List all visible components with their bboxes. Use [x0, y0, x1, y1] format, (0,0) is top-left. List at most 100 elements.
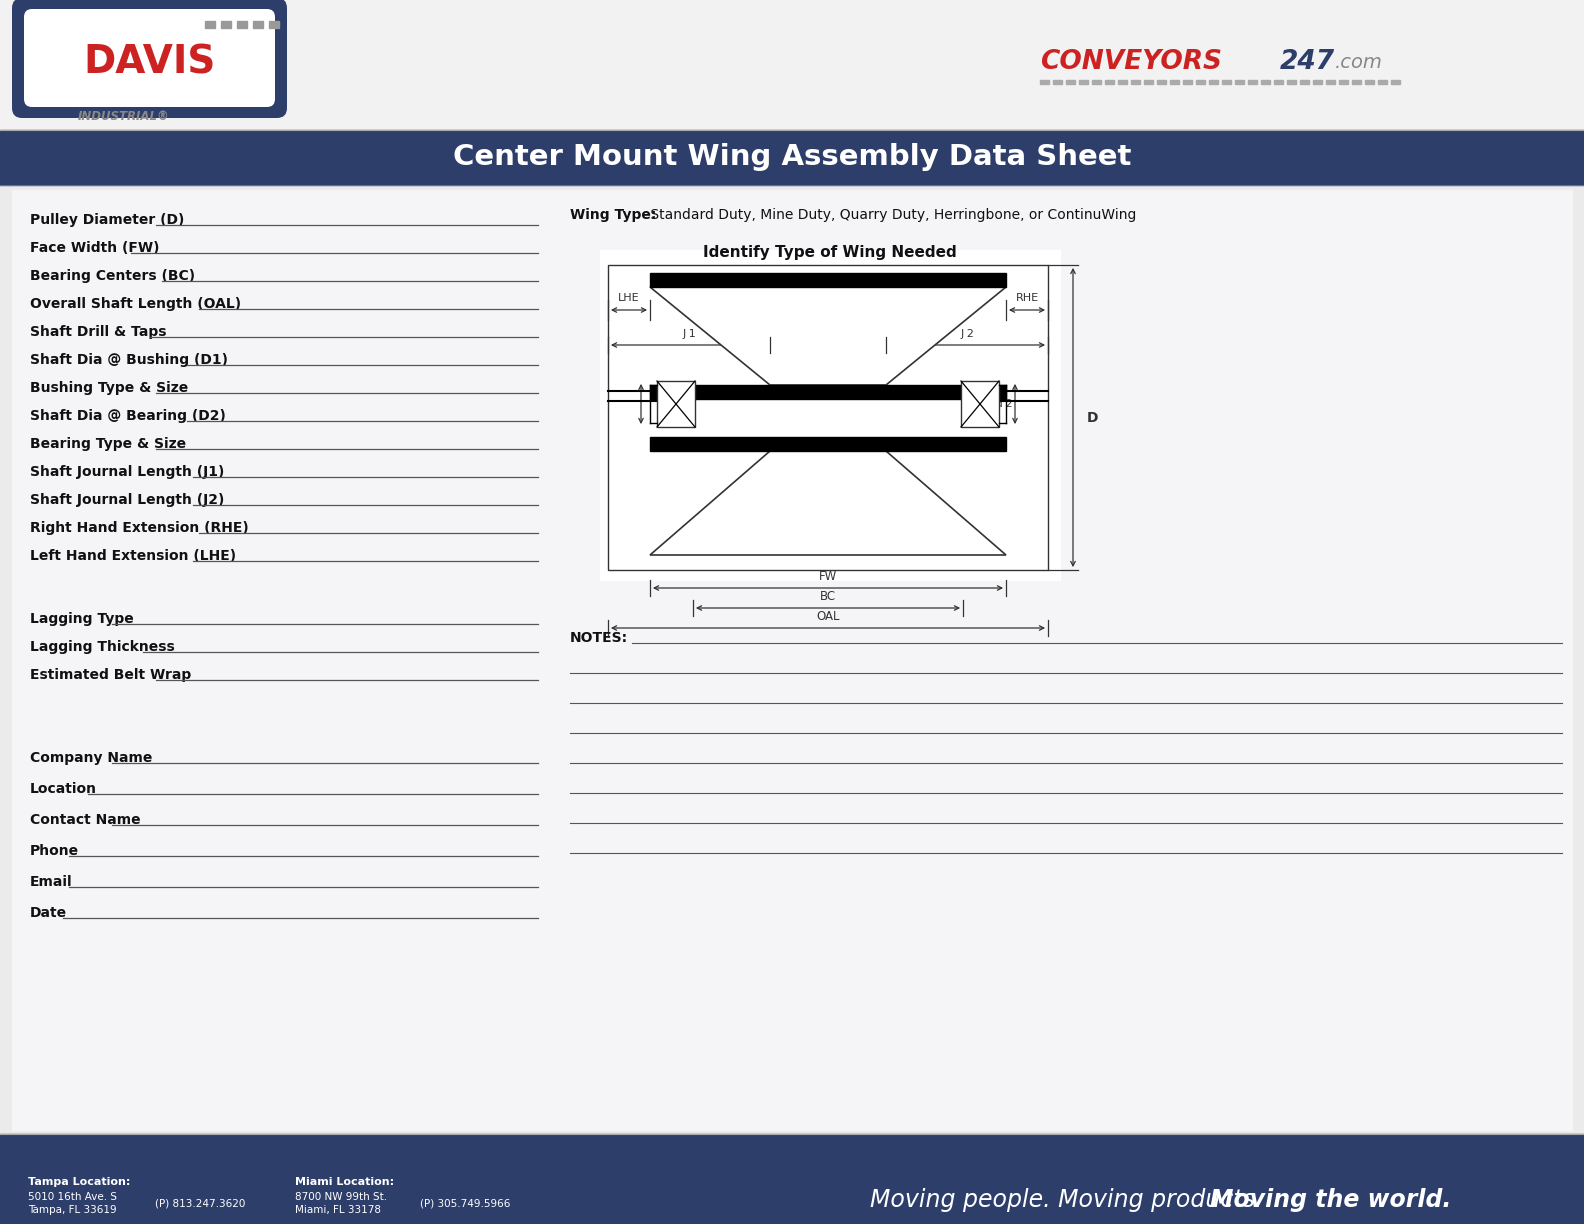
Text: Shaft Drill & Taps: Shaft Drill & Taps [30, 326, 166, 339]
Bar [649, 273, 1006, 286]
Bar [1326, 80, 1335, 84]
Text: Location: Location [30, 782, 97, 796]
Text: Shaft Journal Length (J1): Shaft Journal Length (J1) [30, 465, 225, 479]
FancyBboxPatch shape [24, 9, 276, 106]
Text: Company Name: Company Name [30, 752, 152, 765]
Text: Pulley Diameter (D): Pulley Diameter (D) [30, 213, 184, 226]
Text: Overall Shaft Length (OAL): Overall Shaft Length (OAL) [30, 297, 241, 311]
Text: (P) 813.247.3620: (P) 813.247.3620 [155, 1198, 246, 1208]
Text: BC: BC [821, 590, 836, 602]
Bar [1183, 80, 1193, 84]
Text: Date: Date [30, 906, 67, 920]
Bar [1118, 80, 1126, 84]
Bar [13, 190, 1571, 1130]
Text: Email: Email [30, 875, 73, 889]
Bar [1365, 80, 1373, 84]
Bar [1288, 80, 1296, 84]
Polygon shape [649, 286, 1006, 386]
Bar [608, 266, 1049, 570]
Bar [1236, 80, 1243, 84]
Bar [269, 21, 279, 28]
Text: OAL: OAL [816, 610, 840, 623]
Bar [1066, 80, 1076, 84]
Text: Lagging Type: Lagging Type [30, 612, 133, 625]
Text: Face Width (FW): Face Width (FW) [30, 241, 160, 255]
Text: Identify Type of Wing Needed: Identify Type of Wing Needed [703, 245, 957, 259]
Text: J 1: J 1 [683, 329, 695, 339]
Text: FW: FW [819, 569, 836, 583]
Bar [0, 0, 1584, 130]
Text: Tampa Location:: Tampa Location: [29, 1177, 130, 1187]
Text: J 2: J 2 [960, 329, 974, 339]
Text: Center Mount Wing Assembly Data Sheet: Center Mount Wing Assembly Data Sheet [453, 143, 1131, 171]
Bar [1209, 80, 1218, 84]
Text: Shaft Dia @ Bushing (D1): Shaft Dia @ Bushing (D1) [30, 353, 228, 367]
Text: Moving people. Moving products.: Moving people. Moving products. [870, 1189, 1270, 1212]
Text: Bushing Type & Size: Bushing Type & Size [30, 381, 188, 395]
Bar [1378, 80, 1388, 84]
Bar [253, 21, 263, 28]
Text: Lagging Thickness: Lagging Thickness [30, 640, 174, 654]
Bar [1338, 80, 1348, 84]
Bar [1171, 80, 1178, 84]
Text: NOTES:: NOTES: [570, 632, 629, 645]
FancyBboxPatch shape [13, 0, 287, 118]
Text: Bearing Centers (BC): Bearing Centers (BC) [30, 269, 195, 283]
Bar [1053, 80, 1061, 84]
Bar [1079, 80, 1088, 84]
Bar [1300, 80, 1308, 84]
Text: Phone: Phone [30, 845, 79, 858]
Bar [600, 250, 1060, 580]
Bar [1248, 80, 1258, 84]
Text: RHE: RHE [1015, 293, 1039, 304]
Text: d 2: d 2 [995, 399, 1012, 409]
Bar [1313, 80, 1323, 84]
Text: Bearing Type & Size: Bearing Type & Size [30, 437, 187, 450]
Bar [1091, 80, 1101, 84]
Bar [222, 21, 231, 28]
Bar [1274, 80, 1283, 84]
Bar [649, 437, 1006, 450]
Bar [1041, 80, 1049, 84]
Bar [0, 130, 1584, 185]
Text: d 1: d 1 [665, 399, 683, 409]
Bar [1144, 80, 1153, 84]
Bar [1106, 80, 1114, 84]
Text: Miami Location:: Miami Location: [295, 1177, 394, 1187]
Text: D: D [1087, 410, 1098, 425]
Text: .com: .com [1335, 53, 1383, 71]
Text: LHE: LHE [618, 293, 640, 304]
Text: Left Hand Extension (LHE): Left Hand Extension (LHE) [30, 550, 236, 563]
Text: 247: 247 [1280, 49, 1335, 75]
Bar [204, 21, 215, 28]
Text: Standard Duty, Mine Duty, Quarry Duty, Herringbone, or ContinuWing: Standard Duty, Mine Duty, Quarry Duty, H… [646, 208, 1136, 222]
Bar [1156, 80, 1166, 84]
Text: DAVIS: DAVIS [84, 44, 215, 82]
Text: Tampa, FL 33619: Tampa, FL 33619 [29, 1204, 117, 1215]
Bar [1131, 80, 1140, 84]
Text: INDUSTRIAL®: INDUSTRIAL® [78, 110, 169, 124]
Bar [0, 1133, 1584, 1224]
Text: Moving the world.: Moving the world. [1210, 1189, 1451, 1212]
Polygon shape [649, 450, 1006, 554]
Bar [1221, 80, 1231, 84]
Bar [1353, 80, 1361, 84]
Text: CONVEYORS: CONVEYORS [1041, 49, 1221, 75]
Text: (P) 305.749.5966: (P) 305.749.5966 [420, 1198, 510, 1208]
Bar [657, 381, 695, 427]
Text: Right Hand Extension (RHE): Right Hand Extension (RHE) [30, 521, 249, 535]
Text: Shaft Journal Length (J2): Shaft Journal Length (J2) [30, 493, 225, 507]
Bar [649, 386, 1006, 399]
Bar [1261, 80, 1270, 84]
Text: Estimated Belt Wrap: Estimated Belt Wrap [30, 668, 192, 682]
Bar [1196, 80, 1205, 84]
Text: Miami, FL 33178: Miami, FL 33178 [295, 1204, 382, 1215]
Text: 5010 16th Ave. S: 5010 16th Ave. S [29, 1192, 117, 1202]
Text: Shaft Dia @ Bearing (D2): Shaft Dia @ Bearing (D2) [30, 409, 227, 424]
Text: Wing Type:: Wing Type: [570, 208, 656, 222]
Text: Contact Name: Contact Name [30, 813, 141, 827]
Bar [961, 381, 1000, 427]
Bar [1391, 80, 1400, 84]
Text: 8700 NW 99th St.: 8700 NW 99th St. [295, 1192, 386, 1202]
Bar [238, 21, 247, 28]
